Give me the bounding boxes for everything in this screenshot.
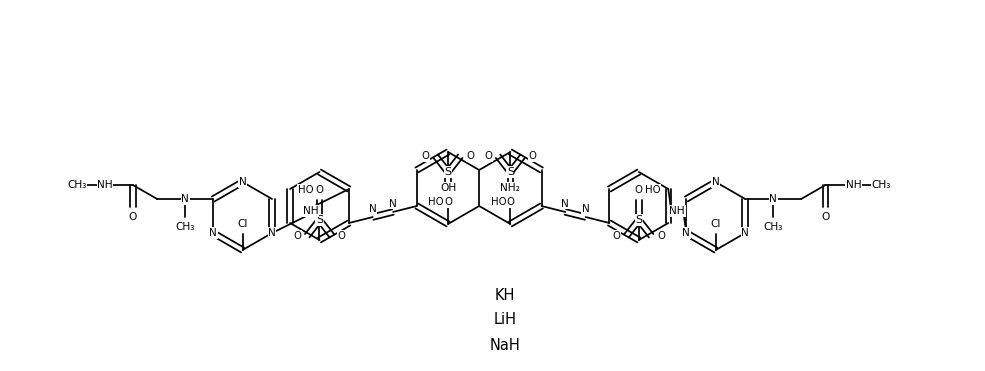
Text: O: O (422, 151, 429, 161)
Text: N: N (769, 194, 777, 204)
Text: O: O (444, 197, 452, 207)
Text: N: N (209, 228, 217, 238)
Text: N: N (389, 199, 397, 209)
Text: N: N (238, 177, 246, 187)
Text: HO: HO (428, 197, 444, 207)
Text: O: O (657, 231, 665, 241)
Text: Cl: Cl (710, 219, 721, 229)
Text: N: N (368, 204, 376, 214)
Text: N: N (683, 228, 690, 238)
Text: O: O (821, 212, 829, 222)
Text: Cl: Cl (237, 219, 248, 229)
Text: O: O (294, 231, 301, 241)
Text: CH₃: CH₃ (175, 222, 195, 232)
Text: NH: NH (846, 180, 861, 190)
Text: O: O (466, 151, 475, 161)
Text: KH: KH (494, 288, 515, 302)
Text: NaH: NaH (490, 338, 520, 352)
Text: HO: HO (491, 197, 506, 207)
Text: NH: NH (302, 206, 318, 216)
Text: O: O (635, 185, 643, 195)
Text: LiH: LiH (493, 312, 516, 328)
Text: HO: HO (645, 185, 661, 195)
Text: O: O (506, 197, 514, 207)
Text: NH: NH (670, 206, 686, 216)
Text: NH₂: NH₂ (500, 183, 520, 193)
Text: NH: NH (98, 180, 112, 190)
Text: O: O (315, 185, 323, 195)
Text: N: N (742, 228, 749, 238)
Text: O: O (529, 151, 537, 161)
Text: N: N (712, 177, 720, 187)
Text: O: O (338, 231, 346, 241)
Text: N: N (582, 204, 590, 214)
Text: S: S (444, 167, 451, 177)
Text: N: N (268, 228, 276, 238)
Text: CH₃: CH₃ (67, 180, 87, 190)
Text: O: O (613, 231, 621, 241)
Text: O: O (129, 212, 137, 222)
Text: S: S (635, 215, 642, 225)
Text: OH: OH (440, 183, 456, 193)
Text: S: S (507, 167, 514, 177)
Text: O: O (484, 151, 492, 161)
Text: N: N (561, 199, 569, 209)
Text: S: S (316, 215, 323, 225)
Text: HO: HO (297, 185, 313, 195)
Text: CH₃: CH₃ (872, 180, 891, 190)
Text: CH₃: CH₃ (763, 222, 783, 232)
Text: N: N (181, 194, 189, 204)
